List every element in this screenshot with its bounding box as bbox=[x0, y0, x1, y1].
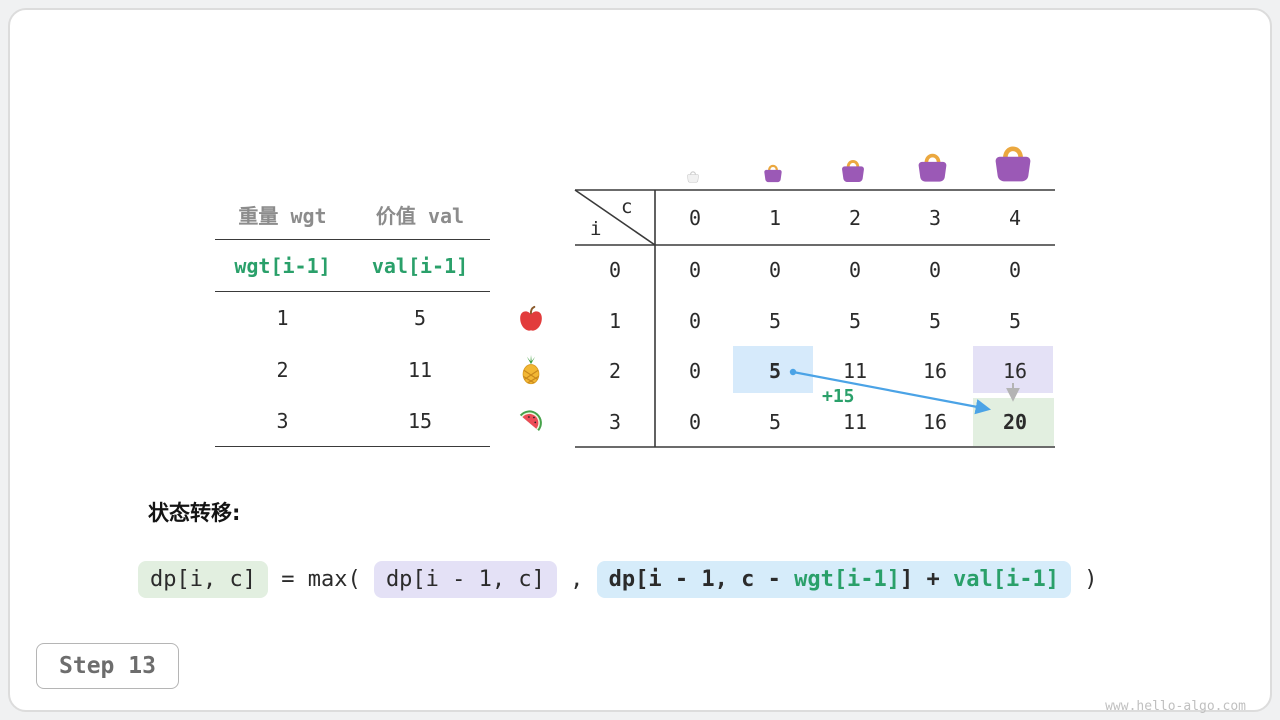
item-row-2: 2 11 bbox=[215, 344, 490, 395]
row-header-1: 1 bbox=[608, 308, 622, 333]
dp-cell-r1c1: 5 bbox=[768, 308, 782, 333]
dp-cell-r3c0: 0 bbox=[688, 409, 702, 434]
formula-arg2: dp[i - 1, c - wgt[i-1]] + val[i-1] bbox=[596, 561, 1071, 598]
dp-cell-r0c3: 0 bbox=[928, 258, 942, 283]
watermelon-icon bbox=[516, 406, 546, 436]
bag-outline-icon bbox=[686, 168, 700, 183]
item-3-weight: 3 bbox=[276, 408, 289, 433]
dp-cell-r2c2: 11 bbox=[842, 359, 868, 384]
item-1-value: 5 bbox=[413, 306, 427, 330]
row-header-2: 2 bbox=[608, 359, 622, 384]
dp-cell-r2c0: 0 bbox=[688, 359, 702, 384]
col-header-0: 0 bbox=[688, 205, 702, 230]
item-row-3: 3 15 bbox=[215, 395, 490, 447]
formula-separator: , bbox=[556, 567, 597, 592]
row-axis-label: i bbox=[590, 218, 602, 240]
formula-lhs: dp[i, c] bbox=[138, 561, 268, 598]
dp-cell-r2c4-compare: 16 bbox=[1002, 359, 1028, 384]
item-1-weight: 1 bbox=[276, 306, 289, 330]
bag-icon-capacity-4 bbox=[991, 137, 1035, 183]
dp-cell-r0c0: 0 bbox=[688, 258, 702, 283]
dp-cell-r3c4-result: 20 bbox=[1002, 409, 1028, 434]
pineapple-icon bbox=[516, 355, 546, 385]
row-header-0: 0 bbox=[608, 258, 622, 283]
col-header-4: 4 bbox=[1008, 205, 1022, 230]
formula-eq: = max( bbox=[267, 567, 374, 592]
col-header-3: 3 bbox=[928, 205, 942, 230]
bag-icon-capacity-3 bbox=[915, 146, 950, 183]
wgt-code: wgt[i-1] bbox=[234, 253, 331, 278]
dp-cell-r1c4: 5 bbox=[1008, 308, 1022, 333]
transition-label: 状态转移: bbox=[148, 501, 241, 525]
value-header: 价值 val bbox=[375, 204, 465, 228]
dp-cell-r0c1: 0 bbox=[768, 258, 782, 283]
formula-arg1: dp[i - 1, c] bbox=[373, 561, 557, 598]
bag-icon-capacity-2 bbox=[839, 154, 867, 183]
dp-cell-r1c2: 5 bbox=[848, 308, 862, 333]
weight-header: 重量 wgt bbox=[238, 204, 327, 228]
state-transition-formula: dp[i, c] = max( dp[i - 1, c] , dp[i - 1,… bbox=[138, 561, 1098, 598]
dp-cell-r3c2: 11 bbox=[842, 409, 868, 434]
dp-cell-r2c1-source: 5 bbox=[768, 359, 782, 384]
dp-cell-r0c4: 0 bbox=[1008, 258, 1022, 283]
formula-arg2-wgt: wgt[i-1] bbox=[794, 567, 901, 592]
dp-cell-r2c3: 16 bbox=[922, 359, 948, 384]
step-indicator: Step 13 bbox=[36, 643, 179, 689]
row-header-3: 3 bbox=[608, 409, 622, 434]
col-header-1: 1 bbox=[768, 205, 782, 230]
dp-cell-r1c0: 0 bbox=[688, 308, 702, 333]
apple-icon bbox=[516, 304, 546, 334]
item-2-value: 11 bbox=[407, 357, 433, 382]
watermark: www.hello-algo.com bbox=[1105, 699, 1246, 714]
col-header-2: 2 bbox=[848, 205, 862, 230]
dp-cell-r1c3: 5 bbox=[928, 308, 942, 333]
dp-cell-r3c1: 5 bbox=[768, 409, 782, 434]
val-code: val[i-1] bbox=[371, 253, 469, 278]
dp-cell-r0c2: 0 bbox=[848, 258, 862, 283]
item-table-header: 重量 wgt 价值 val bbox=[215, 190, 490, 240]
formula-arg2-val: val[i-1] bbox=[953, 567, 1059, 592]
item-2-weight: 2 bbox=[276, 357, 289, 382]
col-axis-label: c bbox=[621, 196, 633, 218]
item-3-value: 15 bbox=[407, 408, 433, 433]
item-table-code-row: wgt[i-1] val[i-1] bbox=[215, 240, 490, 292]
plus-value-annotation: +15 bbox=[822, 386, 855, 407]
formula-close: ) bbox=[1071, 567, 1098, 592]
bag-icon-capacity-1 bbox=[762, 160, 784, 183]
dp-row-headers: 0 1 2 3 bbox=[575, 245, 655, 447]
item-row-1: 1 5 bbox=[215, 292, 490, 344]
dp-table-values: 0 0 0 0 0 0 5 5 5 5 0 5 11 16 16 0 5 11 … bbox=[655, 245, 1055, 447]
formula-arg2-mid: ] + bbox=[900, 567, 954, 592]
dp-column-headers: 0 1 2 3 4 bbox=[655, 190, 1055, 245]
dp-cell-r3c3: 16 bbox=[922, 409, 948, 434]
item-table: 重量 wgt 价值 val wgt[i-1] val[i-1] 1 5 2 11… bbox=[215, 190, 490, 447]
formula-arg2-prefix: dp[i - 1, c - bbox=[608, 567, 795, 592]
